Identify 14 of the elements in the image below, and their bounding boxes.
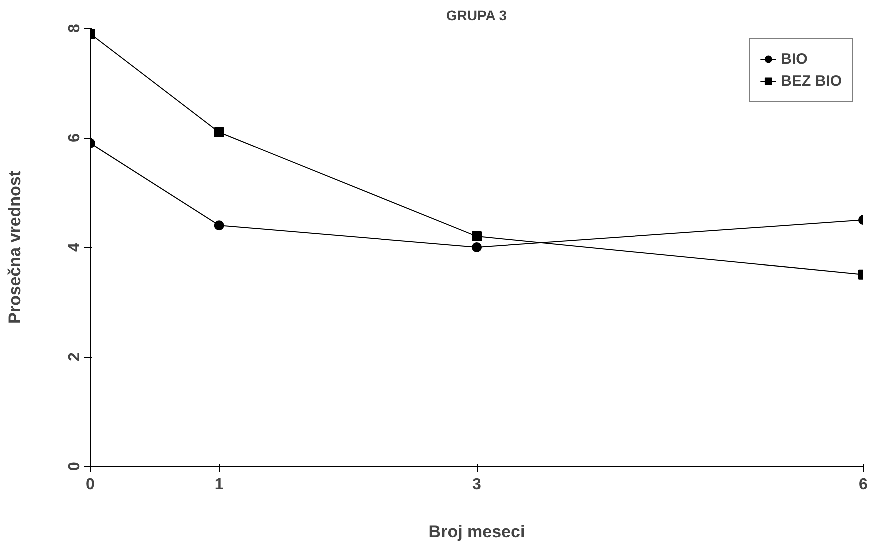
x-axis-title: Broj meseci: [428, 522, 526, 542]
legend-label: BIO: [781, 50, 808, 68]
x-tick-label: 1: [214, 476, 224, 494]
chart-title: GRUPA 3: [446, 8, 508, 24]
legend-label: BEZ BIO: [781, 72, 842, 90]
y-tick-label: 8: [66, 24, 84, 33]
y-tick-label: 4: [66, 242, 84, 252]
x-tick-label: 3: [472, 476, 482, 494]
y-axis-title: Prosečna vrednost: [6, 170, 24, 324]
y-tick-label: 6: [66, 133, 84, 142]
x-tick-label: 0: [86, 476, 96, 494]
y-tick-label: 0: [66, 462, 84, 471]
x-tick-label: 6: [859, 476, 868, 494]
y-tick-label: 2: [66, 352, 84, 362]
